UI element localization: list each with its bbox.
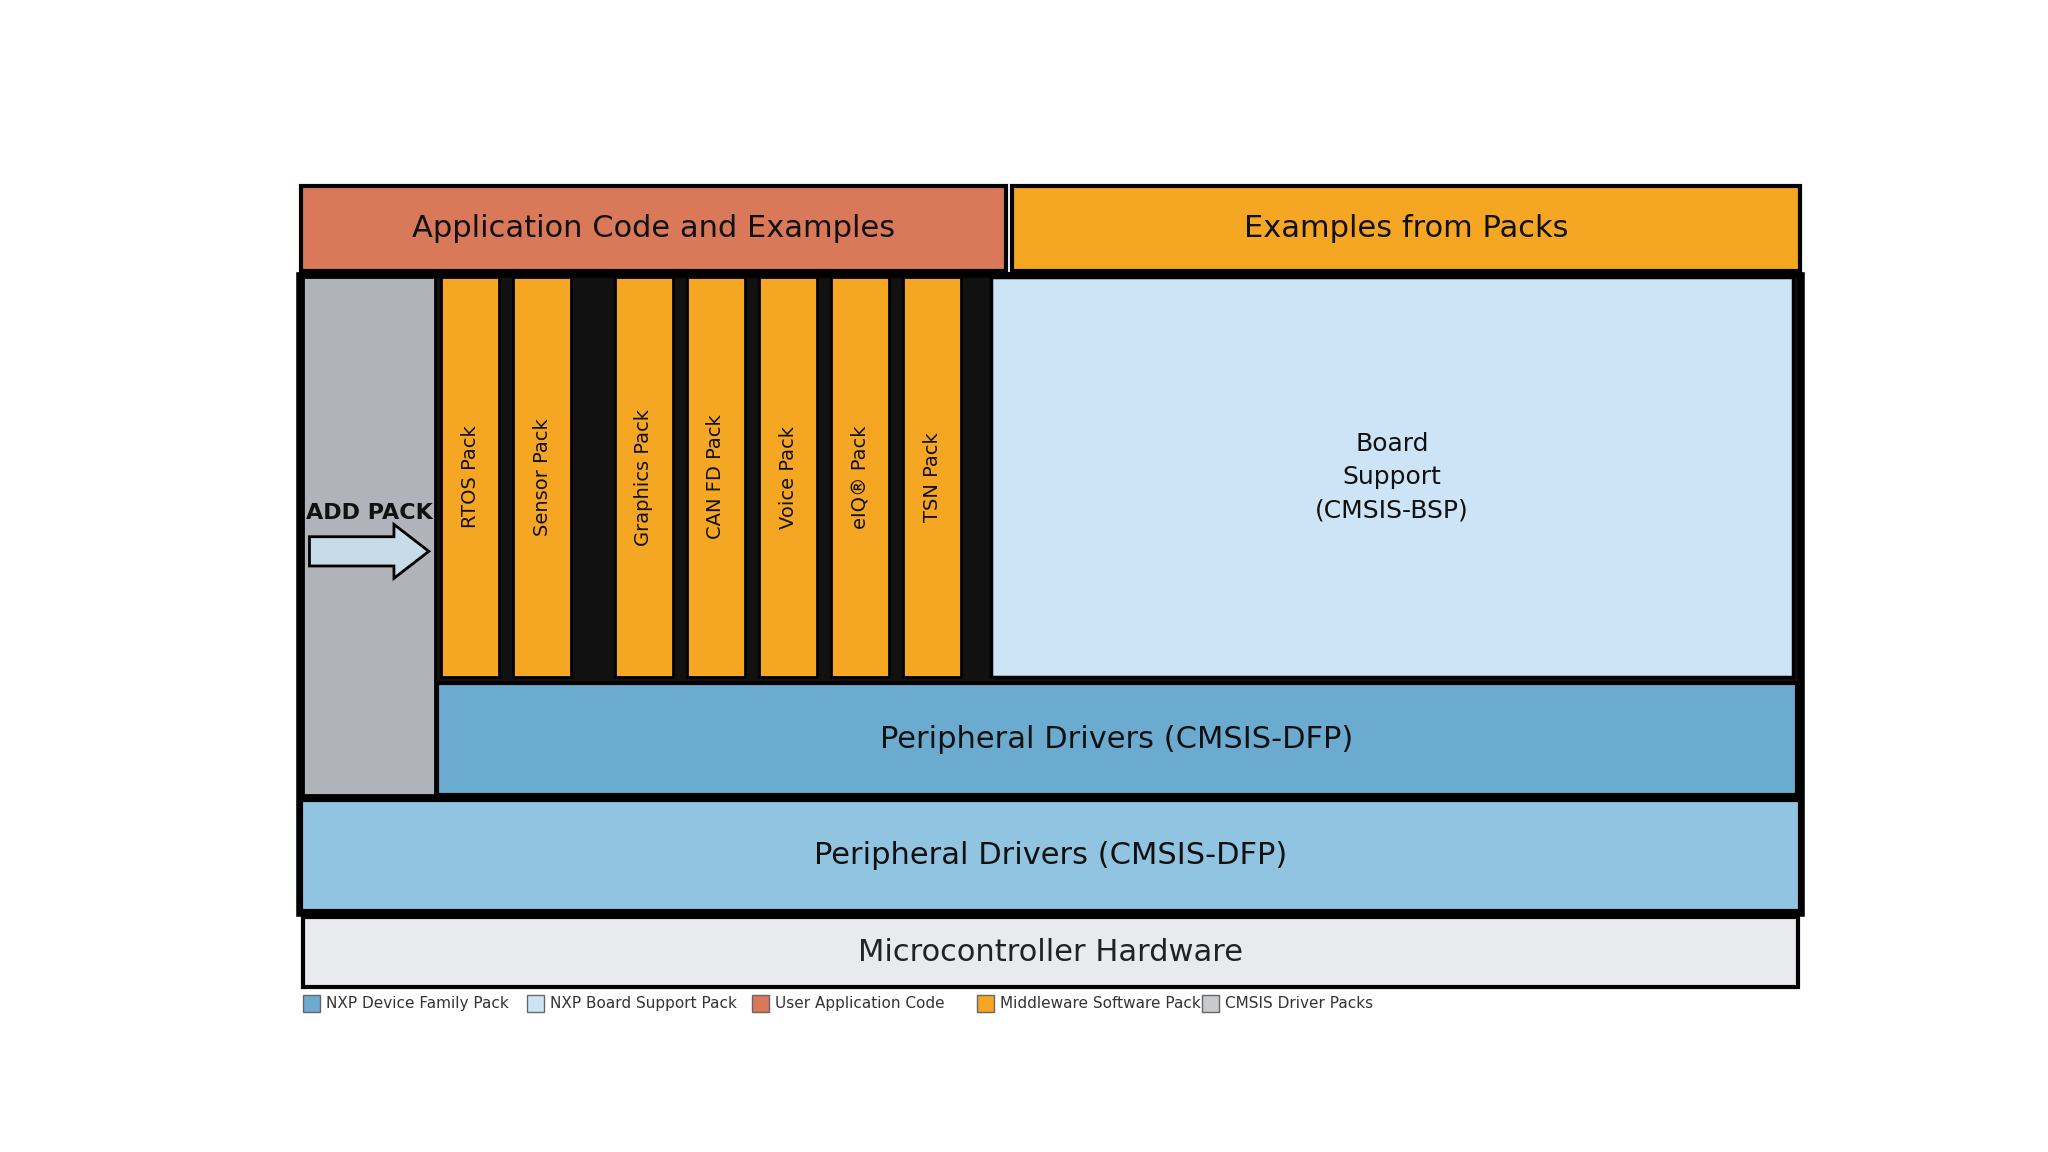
Bar bbox=[514, 276, 571, 677]
Bar bbox=[991, 276, 1792, 677]
Text: ADD PACK: ADD PACK bbox=[305, 502, 432, 523]
Bar bbox=[301, 799, 1800, 911]
Text: Peripheral Drivers (CMSIS-DFP): Peripheral Drivers (CMSIS-DFP) bbox=[813, 841, 1286, 870]
Text: Peripheral Drivers (CMSIS-DFP): Peripheral Drivers (CMSIS-DFP) bbox=[881, 725, 1354, 753]
Text: Voice Pack: Voice Pack bbox=[778, 425, 797, 529]
Bar bbox=[1012, 185, 1800, 271]
Bar bbox=[440, 276, 500, 677]
Bar bbox=[301, 185, 1006, 271]
Bar bbox=[303, 917, 1798, 987]
Bar bbox=[977, 995, 993, 1013]
Bar bbox=[526, 995, 545, 1013]
Text: Middleware Software Pack: Middleware Software Pack bbox=[999, 996, 1200, 1011]
Text: Application Code and Examples: Application Code and Examples bbox=[412, 214, 895, 243]
Text: NXP Device Family Pack: NXP Device Family Pack bbox=[326, 996, 508, 1011]
Bar bbox=[1202, 995, 1219, 1013]
Bar bbox=[303, 276, 434, 795]
Text: User Application Code: User Application Code bbox=[776, 996, 944, 1011]
Text: Graphics Pack: Graphics Pack bbox=[635, 409, 653, 546]
Text: Examples from Packs: Examples from Packs bbox=[1243, 214, 1569, 243]
Bar bbox=[303, 995, 319, 1013]
FancyArrow shape bbox=[309, 524, 428, 578]
Bar bbox=[903, 276, 961, 677]
Bar bbox=[301, 274, 1800, 797]
Text: NXP Board Support Pack: NXP Board Support Pack bbox=[551, 996, 737, 1011]
Text: Sensor Pack: Sensor Pack bbox=[532, 418, 551, 536]
Text: Board
Support
(CMSIS-BSP): Board Support (CMSIS-BSP) bbox=[1315, 432, 1468, 523]
Bar bbox=[831, 276, 889, 677]
Text: CAN FD Pack: CAN FD Pack bbox=[707, 415, 725, 539]
Bar bbox=[614, 276, 674, 677]
Text: CMSIS Driver Packs: CMSIS Driver Packs bbox=[1225, 996, 1372, 1011]
Bar bbox=[436, 683, 1798, 795]
Bar bbox=[752, 995, 770, 1013]
Text: eIQ® Pack: eIQ® Pack bbox=[850, 425, 870, 529]
Bar bbox=[686, 276, 745, 677]
Text: Microcontroller Hardware: Microcontroller Hardware bbox=[858, 938, 1243, 967]
Bar bbox=[760, 276, 817, 677]
Text: TSN Pack: TSN Pack bbox=[924, 432, 942, 522]
Text: RTOS Pack: RTOS Pack bbox=[461, 426, 479, 529]
Bar bbox=[299, 274, 1802, 914]
